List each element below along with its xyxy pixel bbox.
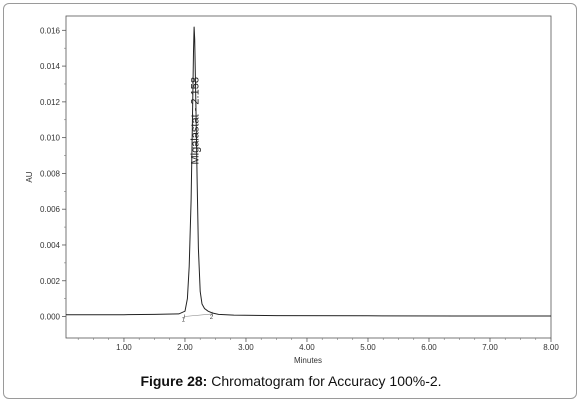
chromatogram-trace <box>66 26 551 317</box>
y-tick-label: 0.016 <box>40 26 61 35</box>
y-tick-label: 0.012 <box>40 98 61 107</box>
plot-area-border <box>65 15 552 339</box>
y-tick-label: 0.010 <box>40 134 61 143</box>
caption-text: Chromatogram for Accuracy 100%-2. <box>207 373 442 389</box>
y-axis: 0.000 0.002 0.004 0.006 0.008 0.010 0.012 0.014… <box>40 26 66 322</box>
figure-caption: Figure 28: Chromatogram for Accuracy 100… <box>0 373 582 389</box>
x-tick-label: 2.00 <box>177 343 193 352</box>
caption-label: Figure 28: <box>140 373 208 389</box>
x-tick-label: 4.00 <box>299 343 315 352</box>
y-tick-label: 0.006 <box>40 205 61 214</box>
figure-frame <box>3 3 577 399</box>
x-tick-label: 1.00 <box>116 343 132 352</box>
y-axis-label: AU <box>25 171 34 182</box>
chromatogram-chart: 0.000 0.002 0.004 0.006 0.008 0.010 0.012 0.014… <box>25 15 559 365</box>
integration-baseline <box>184 313 213 317</box>
y-tick-label: 0.014 <box>40 62 61 71</box>
x-axis-label: Minutes <box>294 356 322 365</box>
y-tick-label: 0.000 <box>40 313 61 322</box>
x-tick-label: 5.00 <box>360 343 376 352</box>
y-tick-label: 0.008 <box>40 169 61 178</box>
peak-marker-label: 1 <box>182 318 186 324</box>
y-tick-label: 0.002 <box>40 277 61 286</box>
x-axis: 1.00 2.00 3.00 4.00 5.00 6.00 7.00 8.00 <box>77 338 559 352</box>
x-tick-label: 7.00 <box>482 343 498 352</box>
x-tick-label: 8.00 <box>543 343 559 352</box>
y-tick-label: 0.004 <box>40 241 61 250</box>
x-tick-label: 6.00 <box>421 343 437 352</box>
x-tick-label: 3.00 <box>238 343 254 352</box>
peak-marker-label: 2 <box>210 315 214 321</box>
peak-annotation: Migalastat - 2.158 <box>190 77 202 164</box>
